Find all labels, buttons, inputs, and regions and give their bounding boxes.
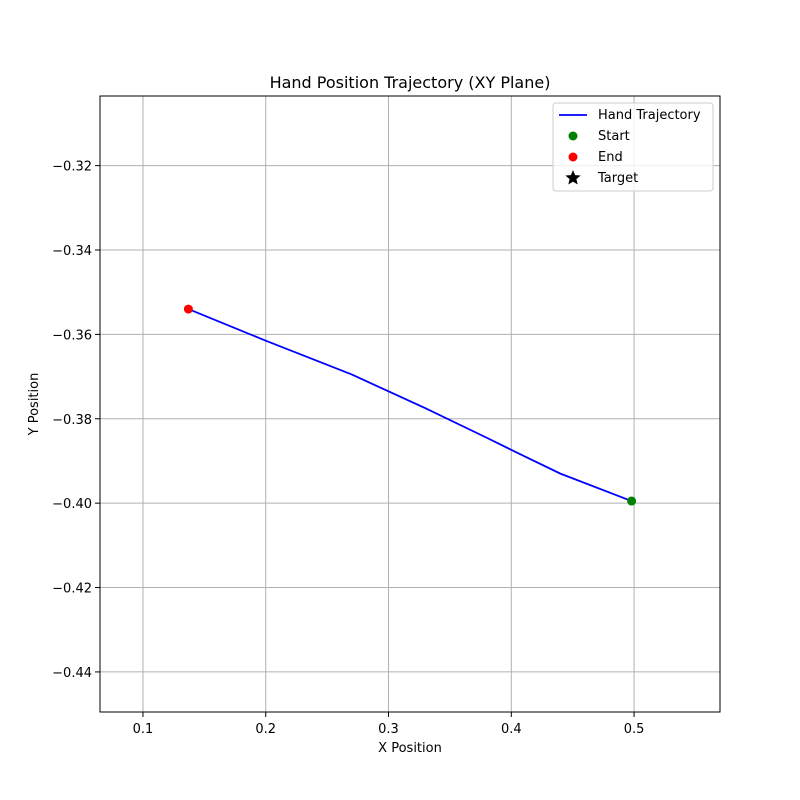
chart-title: Hand Position Trajectory (XY Plane): [270, 73, 551, 92]
y-tick-label: −0.44: [52, 666, 92, 681]
legend-label-end: End: [598, 150, 623, 165]
legend-label-trajectory: Hand Trajectory: [598, 108, 701, 123]
grid: [100, 96, 720, 712]
x-tick-label: 0.5: [624, 722, 645, 737]
y-tick-label: −0.36: [52, 328, 92, 343]
x-tick-label: 0.2: [255, 722, 276, 737]
end-point: [183, 304, 193, 314]
x-tick-label: 0.4: [501, 722, 522, 737]
plot-frame: [99, 95, 721, 713]
y-tick-label: −0.40: [52, 497, 92, 512]
y-tick-label: −0.32: [52, 160, 92, 175]
legend-box: [552, 102, 714, 192]
x-axis-label: X Position: [378, 741, 442, 756]
y-tick-label: −0.34: [52, 244, 92, 259]
legend-label-target: Target: [597, 171, 638, 186]
legend-target-star-icon: [565, 170, 581, 185]
plot-data: [183, 304, 637, 506]
x-tick-label: 0.1: [133, 722, 154, 737]
y-axis-label: Y Position: [27, 373, 42, 437]
legend-end-swatch: [568, 152, 578, 162]
x-tick-label: 0.3: [378, 722, 399, 737]
start-point: [627, 496, 637, 506]
hand-trajectory-line: [188, 308, 632, 502]
legend-start-swatch: [568, 131, 578, 141]
y-tick-label: −0.42: [52, 582, 92, 597]
legend: Hand Trajectory Start End Target: [552, 102, 714, 192]
legend-label-start: Start: [598, 129, 630, 144]
axis-ticks: 0.1 0.2 0.3 0.4 0.5 −0.32 −0.34 −0.36 −0.38 −0.40…: [52, 160, 644, 737]
y-tick-label: −0.38: [52, 413, 92, 428]
